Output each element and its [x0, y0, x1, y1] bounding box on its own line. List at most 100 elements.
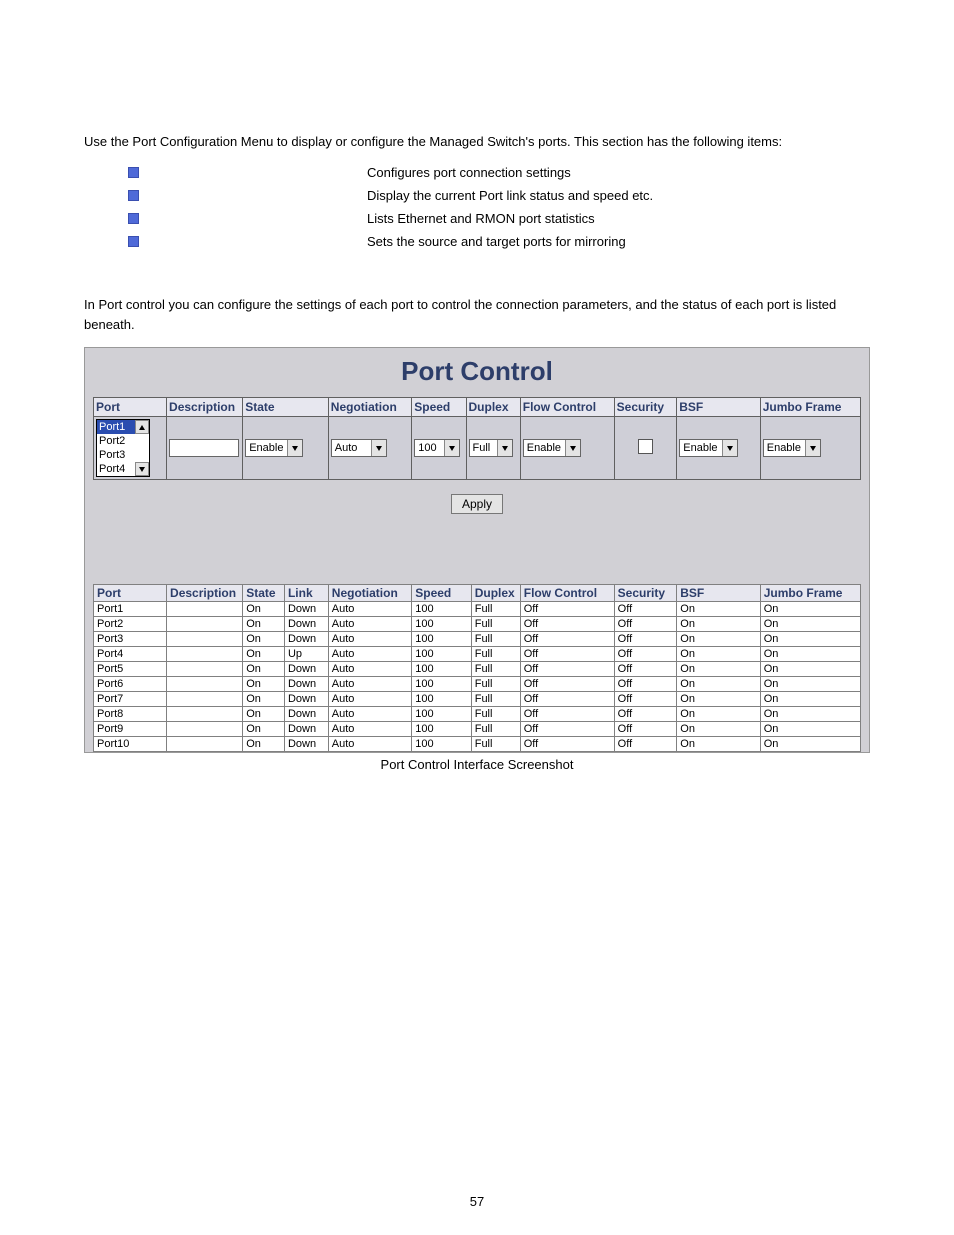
dropdown-button[interactable] — [444, 440, 459, 456]
dropdown-button[interactable] — [565, 440, 580, 456]
status-cell-bsf: On — [677, 692, 760, 707]
status-cell-port: Port9 — [94, 722, 167, 737]
status-cell-security: Off — [614, 647, 677, 662]
scroll-down-button[interactable] — [135, 462, 149, 476]
config-header: BSF — [677, 398, 760, 417]
status-row: Port9OnDownAuto100FullOffOffOnOn — [94, 722, 861, 737]
status-cell-state: On — [243, 677, 285, 692]
status-cell-state: On — [243, 632, 285, 647]
status-cell-port: Port4 — [94, 647, 167, 662]
status-cell-duplex: Full — [471, 707, 520, 722]
duplex-value: Full — [470, 440, 497, 456]
dropdown-button[interactable] — [371, 440, 386, 456]
status-row: Port5OnDownAuto100FullOffOffOnOn — [94, 662, 861, 677]
config-header: Negotiation — [328, 398, 411, 417]
status-cell-description — [167, 692, 243, 707]
square-icon — [128, 167, 139, 178]
status-cell-jumbo: On — [760, 722, 860, 737]
state-select[interactable]: Enable — [245, 439, 303, 457]
status-header: Speed — [412, 585, 471, 602]
status-cell-negotiation: Auto — [328, 662, 411, 677]
status-cell-description — [167, 602, 243, 617]
status-cell-negotiation: Auto — [328, 647, 411, 662]
status-cell-bsf: On — [677, 737, 760, 752]
status-cell-speed: 100 — [412, 647, 471, 662]
speed-select[interactable]: 100 — [414, 439, 460, 457]
status-cell-jumbo: On — [760, 677, 860, 692]
status-cell-description — [167, 617, 243, 632]
config-header: Flow Control — [520, 398, 614, 417]
figure-caption: Port Control Interface Screenshot — [84, 757, 870, 772]
status-cell-port: Port1 — [94, 602, 167, 617]
dropdown-button[interactable] — [287, 440, 302, 456]
dropdown-button[interactable] — [722, 440, 737, 456]
bullet-item: Lists Ethernet and RMON port statistics — [128, 211, 870, 226]
bullet-item: Display the current Port link status and… — [128, 188, 870, 203]
bsf-select[interactable]: Enable — [679, 439, 737, 457]
status-cell-duplex: Full — [471, 602, 520, 617]
status-cell-speed: 100 — [412, 692, 471, 707]
status-cell-link: Down — [284, 737, 328, 752]
scroll-up-button[interactable] — [135, 420, 149, 434]
status-cell-description — [167, 677, 243, 692]
speed-value: 100 — [415, 440, 444, 456]
bullet-item: Configures port connection settings — [128, 165, 870, 180]
status-cell-duplex: Full — [471, 617, 520, 632]
status-row: Port6OnDownAuto100FullOffOffOnOn — [94, 677, 861, 692]
port-listbox[interactable]: Port1 Port2 Port3 Port4 — [96, 419, 150, 477]
port-option[interactable]: Port2 — [97, 434, 149, 448]
dropdown-button[interactable] — [497, 440, 512, 456]
intro-text: Use the Port Configuration Menu to displ… — [84, 133, 870, 151]
dropdown-button[interactable] — [805, 440, 820, 456]
status-cell-speed: 100 — [412, 632, 471, 647]
status-cell-speed: 100 — [412, 707, 471, 722]
status-cell-state: On — [243, 617, 285, 632]
bullet-text: Configures port connection settings — [367, 165, 870, 180]
status-cell-bsf: On — [677, 632, 760, 647]
status-cell-flow: Off — [520, 602, 614, 617]
status-cell-security: Off — [614, 707, 677, 722]
negotiation-select[interactable]: Auto — [331, 439, 387, 457]
status-header: BSF — [677, 585, 760, 602]
status-cell-jumbo: On — [760, 692, 860, 707]
description-input[interactable] — [169, 439, 239, 457]
status-cell-security: Off — [614, 662, 677, 677]
apply-button[interactable]: Apply — [451, 494, 503, 514]
bsf-cell: Enable — [677, 417, 760, 480]
config-header: Description — [167, 398, 243, 417]
jumbo-select[interactable]: Enable — [763, 439, 821, 457]
status-cell-state: On — [243, 662, 285, 677]
state-cell: Enable — [243, 417, 329, 480]
speed-cell: 100 — [412, 417, 466, 480]
status-cell-port: Port8 — [94, 707, 167, 722]
apply-row: Apply — [85, 480, 869, 554]
status-cell-negotiation: Auto — [328, 737, 411, 752]
status-cell-state: On — [243, 707, 285, 722]
status-cell-security: Off — [614, 602, 677, 617]
status-cell-jumbo: On — [760, 602, 860, 617]
duplex-select[interactable]: Full — [469, 439, 513, 457]
port-option[interactable]: Port3 — [97, 448, 149, 462]
status-header: Description — [167, 585, 243, 602]
panel-title: Port Control — [85, 348, 869, 397]
status-cell-bsf: On — [677, 647, 760, 662]
status-cell-duplex: Full — [471, 677, 520, 692]
status-row: Port10OnDownAuto100FullOffOffOnOn — [94, 737, 861, 752]
status-header: Negotiation — [328, 585, 411, 602]
chevron-down-icon — [139, 467, 145, 472]
config-header: State — [243, 398, 329, 417]
status-cell-port: Port2 — [94, 617, 167, 632]
security-cell — [614, 417, 677, 480]
status-cell-speed: 100 — [412, 602, 471, 617]
status-cell-negotiation: Auto — [328, 602, 411, 617]
jumbo-value: Enable — [764, 440, 805, 456]
flow-select[interactable]: Enable — [523, 439, 581, 457]
status-row: Port8OnDownAuto100FullOffOffOnOn — [94, 707, 861, 722]
chevron-down-icon — [292, 446, 298, 451]
status-cell-link: Down — [284, 692, 328, 707]
status-cell-speed: 100 — [412, 722, 471, 737]
status-cell-negotiation: Auto — [328, 677, 411, 692]
status-row: Port1OnDownAuto100FullOffOffOnOn — [94, 602, 861, 617]
square-icon — [128, 236, 139, 247]
security-checkbox[interactable] — [638, 439, 653, 454]
